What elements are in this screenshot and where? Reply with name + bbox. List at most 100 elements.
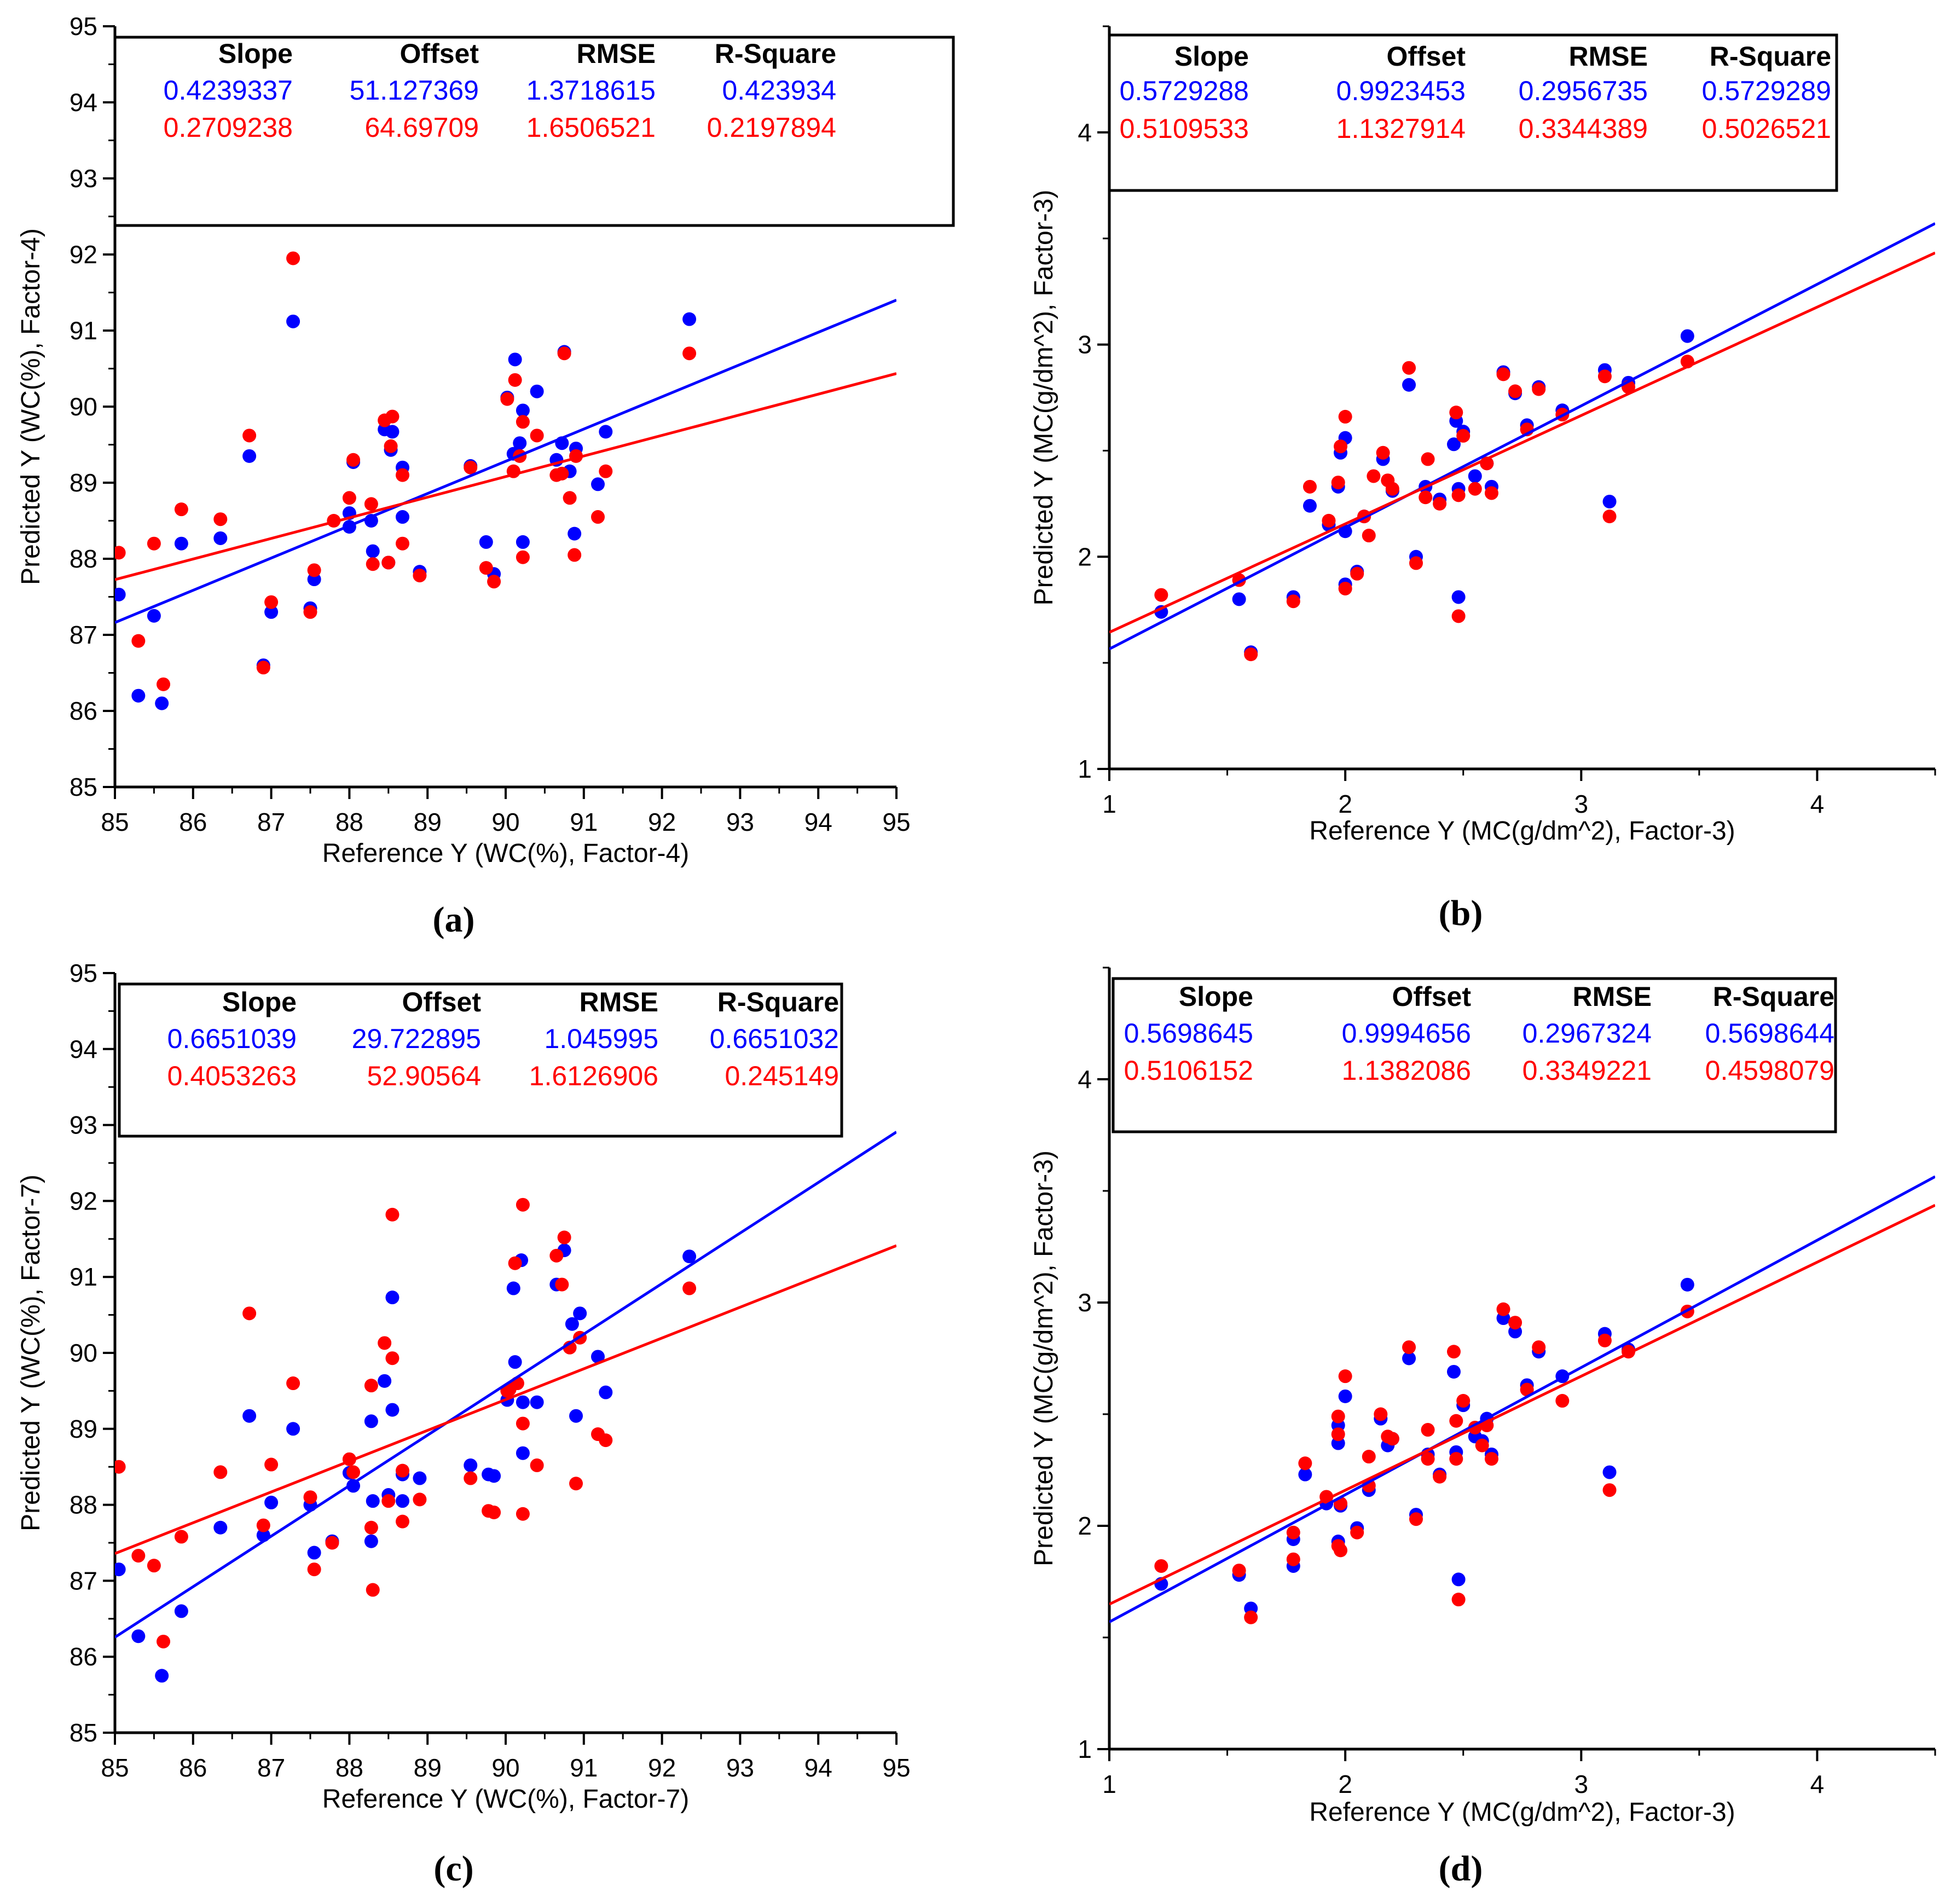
- blue-data-point: [1402, 1351, 1416, 1365]
- red-data-point: [1286, 594, 1300, 609]
- stats-header: Offset: [1387, 41, 1466, 72]
- blue-data-point: [682, 312, 697, 326]
- y-tick-label: 88: [70, 545, 97, 573]
- red-data-point: [1484, 1452, 1498, 1466]
- blue-data-point: [286, 1422, 300, 1436]
- blue-data-point: [506, 1281, 520, 1295]
- x-tick-label: 2: [1338, 790, 1352, 818]
- stats-value: 0.5026521: [1702, 113, 1831, 144]
- blue-data-point: [1680, 1277, 1694, 1292]
- stats-value: 51.127369: [350, 75, 479, 106]
- red-data-point: [1286, 1525, 1300, 1540]
- blue-data-point: [1303, 499, 1317, 513]
- x-tick-label: 94: [804, 808, 832, 836]
- red-data-point: [508, 1256, 522, 1270]
- stats-value: 0.9994656: [1342, 1018, 1471, 1049]
- red-data-point: [1520, 1382, 1534, 1397]
- y-tick-label: 2: [1078, 1512, 1092, 1540]
- red-data-point: [1475, 1438, 1489, 1452]
- plot-area: [1109, 222, 1935, 662]
- red-data-point: [1602, 510, 1617, 524]
- red-data-point: [242, 429, 257, 443]
- blue-data-point: [364, 1534, 378, 1548]
- blue-data-point: [242, 1409, 257, 1423]
- x-tick-label: 2: [1338, 1770, 1352, 1798]
- stats-box: [1112, 977, 1837, 1133]
- red-data-point: [174, 1530, 188, 1544]
- x-tick-label: 89: [414, 808, 442, 836]
- red-data-point: [1362, 529, 1376, 543]
- red-data-point: [256, 661, 270, 675]
- red-data-point: [325, 1536, 339, 1550]
- red-data-point: [242, 1306, 257, 1321]
- red-data-point: [599, 1433, 613, 1448]
- red-data-point: [599, 464, 613, 478]
- stats-value: 0.5109533: [1120, 113, 1249, 144]
- red-data-point: [1303, 479, 1317, 494]
- stats-header: Offset: [400, 38, 479, 69]
- stats-value: 52.90564: [367, 1061, 481, 1091]
- x-tick-label: 3: [1574, 1770, 1588, 1798]
- red-data-point: [396, 1463, 410, 1478]
- blue-data-point: [174, 1604, 188, 1618]
- blue-data-point: [682, 1249, 697, 1264]
- red-data-point: [1409, 1512, 1423, 1526]
- red-data-point: [464, 460, 478, 474]
- red-data-point: [1496, 1302, 1510, 1316]
- stats-header: Offset: [402, 987, 482, 1017]
- red-data-point: [157, 1634, 171, 1648]
- red-data-point: [1421, 1423, 1435, 1437]
- stats-value: 1.1327914: [1336, 113, 1466, 144]
- red-data-point: [1532, 382, 1546, 396]
- red-data-point: [366, 1583, 380, 1597]
- y-tick-label: 90: [70, 392, 97, 421]
- stats-table: Slope Offset RMSE R-Square 0.6651039 29.72289…: [118, 982, 843, 1138]
- red-data-point: [682, 346, 697, 361]
- blue-data-point: [591, 1350, 605, 1364]
- x-axis-label: Reference Y (WC(%), Factor-7): [322, 1785, 689, 1814]
- red-data-point: [381, 1494, 396, 1508]
- red-data-point: [1449, 1452, 1463, 1466]
- y-tick-label: 85: [70, 1718, 97, 1747]
- red-data-point: [1244, 1610, 1258, 1624]
- red-data-point: [1331, 476, 1345, 490]
- red-data-point: [1433, 1469, 1447, 1484]
- y-tick-label: 1: [1078, 1735, 1092, 1763]
- red-data-point: [213, 512, 228, 526]
- blue-data-point: [378, 1374, 392, 1388]
- red-data-point: [1338, 1369, 1352, 1384]
- red-data-point: [385, 1207, 400, 1222]
- red-data-point: [1322, 513, 1336, 528]
- red-data-point: [1451, 488, 1466, 502]
- red-data-point: [516, 1197, 530, 1212]
- stats-header: Slope: [1179, 981, 1253, 1012]
- blue-data-point: [591, 477, 605, 491]
- blue-data-point: [568, 526, 582, 541]
- y-tick-label: 89: [70, 468, 97, 497]
- red-data-point: [1385, 1432, 1399, 1446]
- x-tick-label: 1: [1102, 1770, 1116, 1798]
- red-data-point: [1298, 1456, 1312, 1471]
- red-data-point: [1451, 1593, 1466, 1607]
- red-data-point: [342, 491, 356, 505]
- red-regression-line: [1109, 251, 1935, 634]
- blue-data-point: [599, 425, 613, 439]
- red-data-point: [307, 563, 321, 577]
- y-tick-label: 95: [70, 959, 97, 987]
- blue-data-point: [264, 605, 279, 619]
- red-data-point: [557, 346, 571, 361]
- panel-c: 85 86 87 88 89 90 91 92 93 94 95 85 86 87 88 89 90 91 92 93…: [16, 959, 911, 1889]
- red-data-point: [516, 415, 530, 429]
- blue-data-point: [286, 314, 300, 328]
- red-data-point: [174, 502, 188, 517]
- panel-label: (b): [1439, 893, 1483, 933]
- y-tick-label: 3: [1078, 331, 1092, 359]
- blue-data-point: [1446, 1364, 1461, 1379]
- red-data-point: [479, 561, 493, 575]
- stats-header: R-Square: [1713, 981, 1834, 1012]
- stats-value: 64.69709: [364, 112, 479, 143]
- stats-value: 0.3349221: [1523, 1055, 1652, 1086]
- stats-value: 0.423934: [722, 75, 836, 106]
- red-data-point: [346, 1465, 361, 1479]
- stats-box: [113, 36, 955, 227]
